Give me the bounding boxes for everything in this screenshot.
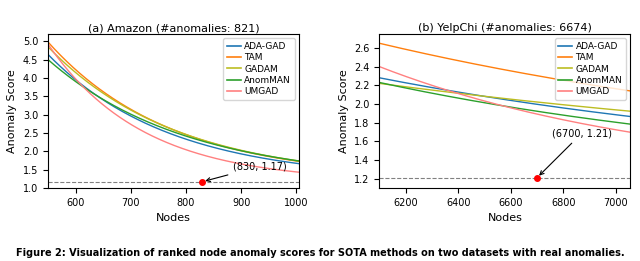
Title: (b) YelpChi (#anomalies: 6674): (b) YelpChi (#anomalies: 6674): [418, 23, 592, 33]
Text: Figure 2: Visualization of ranked node anomaly scores for SOTA methods on two da: Figure 2: Visualization of ranked node a…: [16, 248, 624, 258]
Legend: ADA-GAD, TAM, GADAM, AnomMAN, UMGAD: ADA-GAD, TAM, GADAM, AnomMAN, UMGAD: [223, 38, 294, 100]
Y-axis label: Anomaly Score: Anomaly Score: [339, 69, 349, 153]
Title: (a) Amazon (#anomalies: 821): (a) Amazon (#anomalies: 821): [88, 23, 259, 33]
Legend: ADA-GAD, TAM, GADAM, AnomMAN, UMGAD: ADA-GAD, TAM, GADAM, AnomMAN, UMGAD: [555, 38, 626, 100]
X-axis label: Nodes: Nodes: [156, 213, 191, 223]
X-axis label: Nodes: Nodes: [488, 213, 522, 223]
Text: (830, 1.17): (830, 1.17): [206, 161, 287, 182]
Y-axis label: Anomaly Score: Anomaly Score: [7, 69, 17, 153]
Text: (6700, 1.21): (6700, 1.21): [540, 128, 612, 175]
